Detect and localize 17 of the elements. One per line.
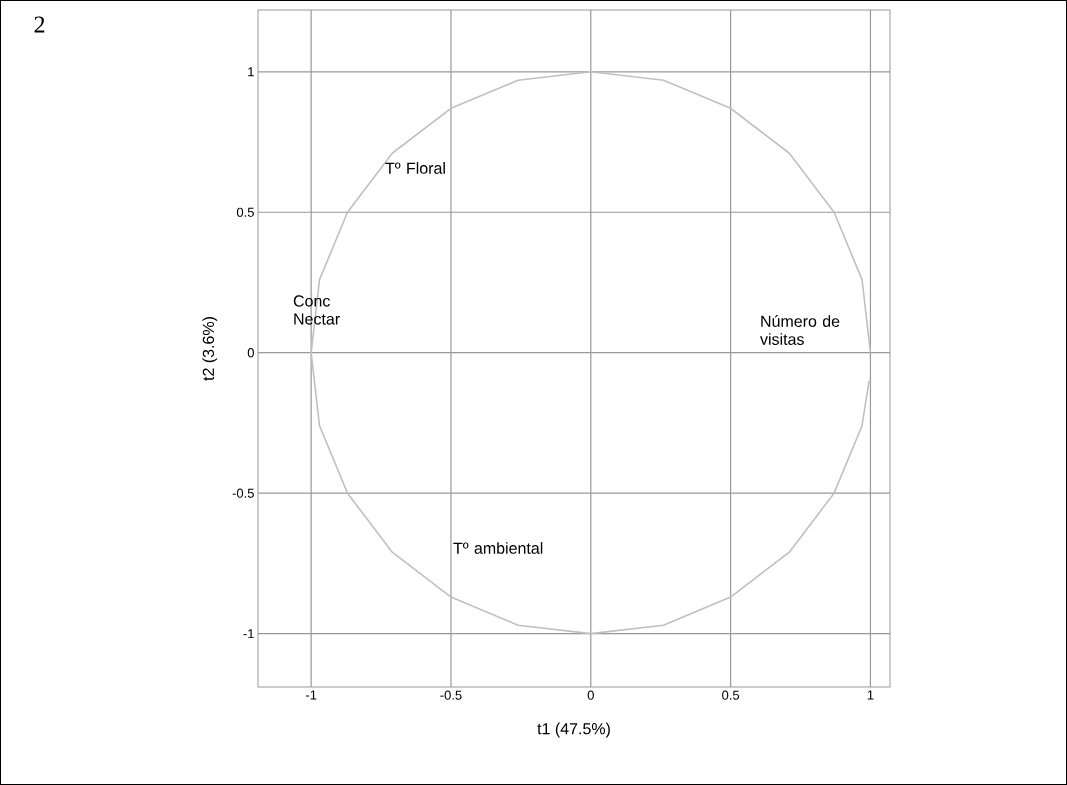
x-tick-label: -1	[305, 690, 317, 700]
annotation: Tº ambiental	[453, 542, 543, 554]
y-tick-label: 0.5	[236, 207, 254, 217]
annotation: Conc Nectar	[293, 295, 340, 325]
y-tick-label: 0	[247, 348, 254, 358]
x-tick-label: 0	[587, 690, 594, 700]
x-tick-label: 1	[867, 690, 874, 700]
y-tick-label: -1	[243, 629, 254, 639]
x-tick-label: 0.5	[722, 690, 740, 700]
y-tick-label: -0.5	[232, 488, 254, 498]
annotation: Tº Floral	[385, 162, 445, 174]
x-axis-title: t1 (47.5%)	[537, 722, 610, 738]
annotation: Número de visitas	[760, 315, 840, 345]
text: 2	[34, 16, 45, 33]
y-axis-title: t2 (3.6%)	[202, 317, 218, 381]
y-tick-label: 1	[248, 67, 254, 77]
x-tick-label: -0.5	[440, 690, 462, 700]
